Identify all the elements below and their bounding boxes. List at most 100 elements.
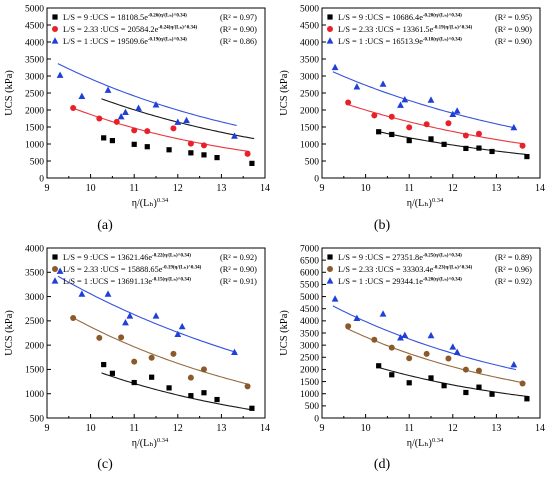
data-point bbox=[345, 99, 352, 106]
y-tick-label: 5000 bbox=[25, 4, 44, 14]
panel-caption: (c) bbox=[97, 457, 113, 472]
data-point bbox=[401, 331, 409, 339]
x-tick-label: 9 bbox=[320, 183, 325, 194]
data-point bbox=[187, 140, 194, 147]
legend-series-name: L/S = 1 bbox=[63, 277, 88, 286]
data-point bbox=[371, 336, 378, 343]
x-tick-label: 12 bbox=[448, 183, 458, 194]
legend-equation: :UCS = 10686.4e bbox=[365, 13, 423, 22]
y-tick-label: 6000 bbox=[300, 269, 319, 279]
legend-marker bbox=[51, 37, 59, 44]
legend-equation: :UCS = 27351.8e bbox=[365, 253, 423, 262]
data-point bbox=[78, 92, 86, 99]
data-point bbox=[449, 343, 457, 350]
data-point bbox=[423, 121, 430, 128]
x-tick-label: 12 bbox=[173, 183, 183, 194]
y-tick-label: 2500 bbox=[25, 89, 44, 99]
series-points bbox=[345, 99, 526, 149]
data-point bbox=[406, 355, 413, 362]
y-tick-label: 1000 bbox=[300, 390, 319, 400]
data-point bbox=[376, 129, 382, 135]
series-points bbox=[376, 129, 530, 160]
x-tick-label: 12 bbox=[448, 423, 458, 434]
y-tick-label: 500 bbox=[30, 157, 45, 167]
data-point bbox=[188, 393, 194, 399]
x-tick-label: 12 bbox=[173, 423, 183, 434]
y-tick-label: 1500 bbox=[300, 378, 319, 388]
legend-entry: L/S = 2.33:UCS = 33303.4e-0.23(η/(Lₕ)^0.… bbox=[338, 265, 473, 274]
fit-curve bbox=[376, 130, 530, 156]
legend-entry: L/S = 9:UCS = 18108.5e-0.26(η/(Lₕ)^0.34) bbox=[63, 13, 187, 22]
x-tick-label: 13 bbox=[216, 183, 226, 194]
data-point bbox=[376, 363, 382, 369]
data-point bbox=[524, 396, 530, 402]
data-point bbox=[101, 135, 107, 141]
y-axis-label: UCS (kPa) bbox=[4, 310, 15, 356]
data-point bbox=[200, 142, 207, 149]
data-point bbox=[345, 323, 352, 330]
x-tick-label: 11 bbox=[404, 423, 414, 434]
legend-marker bbox=[52, 26, 58, 32]
fit-curve bbox=[345, 327, 525, 384]
y-tick-label: 3000 bbox=[300, 72, 319, 82]
legend-marker bbox=[51, 277, 59, 284]
y-tick-label: 2500 bbox=[25, 317, 44, 327]
data-point bbox=[152, 101, 160, 108]
data-point bbox=[406, 124, 413, 131]
data-point bbox=[389, 372, 395, 378]
x-tick-label: 11 bbox=[404, 183, 414, 194]
data-point bbox=[463, 145, 469, 152]
data-point bbox=[510, 123, 518, 131]
legend-entry: L/S = 1:UCS = 29344.1e-0.20(η/(Lₕ)^0.34) bbox=[338, 277, 462, 286]
data-point bbox=[166, 385, 172, 391]
data-point bbox=[96, 115, 103, 122]
data-point bbox=[118, 334, 125, 341]
legend-r2: (R² = 0.92) bbox=[495, 277, 532, 286]
data-point bbox=[441, 141, 447, 147]
data-point bbox=[135, 104, 142, 111]
panel-caption: (b) bbox=[373, 218, 391, 233]
x-tick-label: 13 bbox=[491, 423, 501, 434]
series-points bbox=[331, 63, 518, 131]
y-tick-label: 4500 bbox=[300, 21, 319, 31]
x-tick-label: 14 bbox=[535, 183, 545, 194]
x-axis-label-main: η/(Lₕ) bbox=[132, 438, 157, 449]
fit-curve bbox=[57, 63, 237, 127]
legend-marker bbox=[326, 37, 334, 44]
data-point bbox=[406, 380, 412, 386]
data-point bbox=[397, 101, 404, 108]
data-point bbox=[423, 350, 430, 357]
legend-entry: L/S = 9:UCS = 10686.4e-0.20(η/(Lₕ)^0.34) bbox=[338, 13, 462, 22]
fit-curve bbox=[332, 71, 517, 129]
data-point bbox=[109, 138, 115, 144]
x-tick-label: 9 bbox=[45, 183, 50, 194]
series-points bbox=[101, 135, 255, 166]
data-point bbox=[96, 334, 103, 341]
legend-equation: :UCS = 20584.2e bbox=[100, 25, 158, 34]
data-point bbox=[152, 312, 160, 319]
data-point bbox=[109, 370, 115, 376]
data-point bbox=[427, 96, 435, 103]
data-point bbox=[524, 153, 530, 160]
y-tick-label: 7000 bbox=[300, 244, 319, 254]
legend-marker bbox=[326, 277, 334, 284]
y-tick-label: 1000 bbox=[25, 140, 44, 150]
x-tick-label: 10 bbox=[86, 423, 96, 434]
legend-entry: L/S = 2.33:UCS = 15888.65e-0.19(η/(Lₕ)^0… bbox=[63, 265, 202, 274]
data-point bbox=[331, 63, 339, 71]
series-points bbox=[376, 363, 530, 402]
data-point bbox=[406, 138, 412, 144]
y-tick-label: 4500 bbox=[25, 21, 44, 31]
x-tick-label: 11 bbox=[129, 423, 139, 434]
fit-curve bbox=[70, 316, 250, 386]
data-point bbox=[122, 108, 129, 115]
data-point bbox=[249, 405, 255, 411]
x-axis-label: η/(Lₕ)0.34 bbox=[132, 197, 169, 209]
x-tick-label: 10 bbox=[86, 183, 96, 194]
y-axis-label: UCS (kPa) bbox=[4, 70, 15, 116]
data-point bbox=[148, 354, 155, 361]
y-tick-label: 2500 bbox=[300, 354, 319, 364]
y-tick-label: 1500 bbox=[25, 123, 44, 133]
data-point bbox=[353, 83, 361, 90]
legend-marker bbox=[52, 14, 58, 20]
